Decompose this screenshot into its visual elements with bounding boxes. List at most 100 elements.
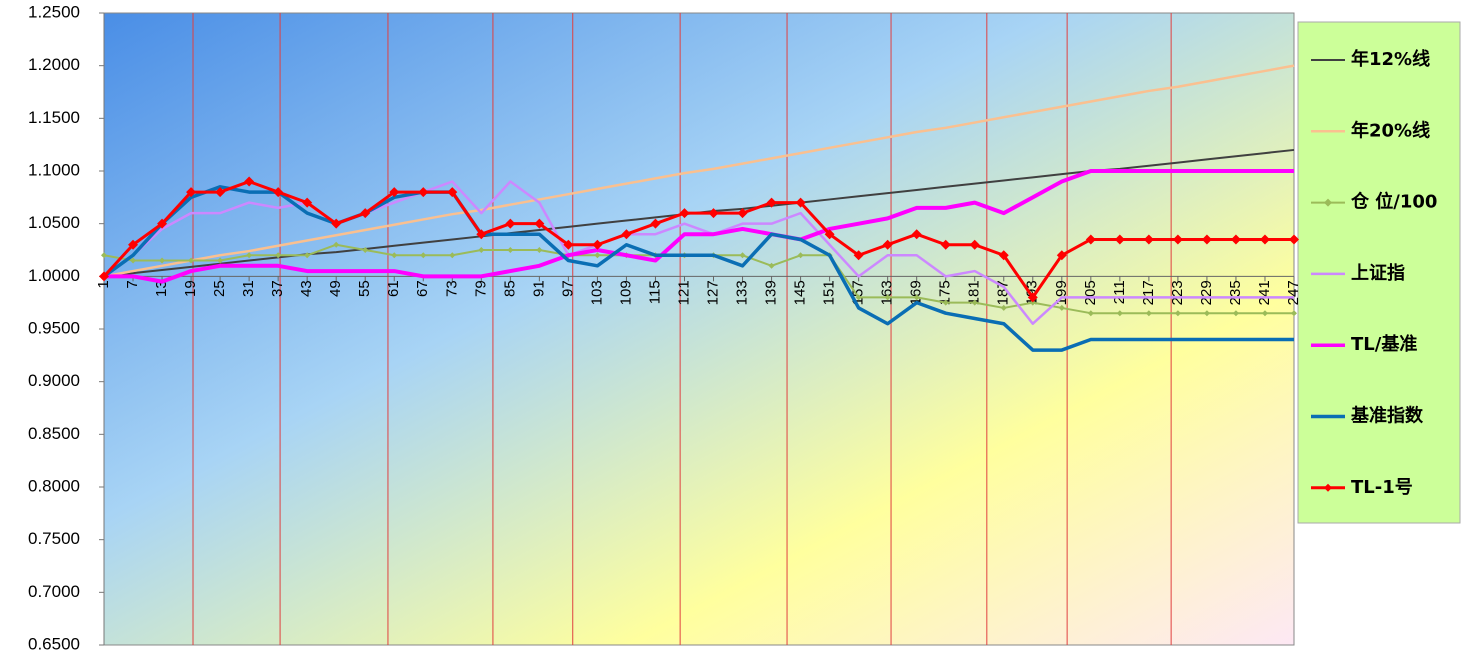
y-tick-label: 0.8500 <box>28 424 80 443</box>
series-line <box>103 180 1294 325</box>
x-tick-label: 37 <box>269 280 286 297</box>
y-tick-label: 1.2000 <box>28 55 80 74</box>
x-tick-label: 121 <box>675 280 692 305</box>
point-marker <box>360 208 371 219</box>
point-marker <box>824 229 835 240</box>
point-marker <box>1143 234 1154 245</box>
legend-label: 基准指数 <box>1350 405 1424 427</box>
x-tick-label: 229 <box>1198 280 1215 305</box>
point-marker <box>389 187 400 198</box>
point-marker <box>737 208 748 219</box>
x-tick-label: 169 <box>908 280 925 305</box>
x-tick-label: 115 <box>646 280 663 304</box>
point-marker <box>1116 310 1123 317</box>
point-marker <box>246 252 253 259</box>
x-tick-label: 217 <box>1140 280 1157 305</box>
x-tick-label: 73 <box>443 280 460 297</box>
y-tick-label: 1.0000 <box>28 266 80 285</box>
plot-area <box>103 12 1295 646</box>
legend-box <box>1297 21 1461 524</box>
point-marker <box>1085 234 1096 245</box>
point-marker <box>505 218 516 229</box>
x-tick-label: 205 <box>1082 280 1099 305</box>
point-marker <box>768 262 775 269</box>
y-tick-label: 1.1000 <box>28 160 80 179</box>
x-tick-label: 43 <box>298 280 315 297</box>
x-tick-label: 13 <box>153 280 170 297</box>
point-marker <box>188 257 195 264</box>
point-marker <box>913 294 920 301</box>
series-line <box>103 64 1295 278</box>
point-marker <box>476 229 487 240</box>
legend-label: TL-1号 <box>1351 477 1413 498</box>
point-marker <box>1203 310 1210 317</box>
point-marker <box>333 241 340 248</box>
point-marker <box>882 239 893 250</box>
point-marker <box>797 252 804 259</box>
chart-layer: 0.6500 0.7000 0.7500 0.8000 0.8500 0.9000 0.95… <box>28 2 1437 653</box>
point-marker <box>884 294 891 301</box>
point-marker <box>594 252 601 259</box>
point-marker <box>478 247 485 253</box>
point-marker <box>940 239 951 250</box>
x-tick-label: 19 <box>182 280 199 297</box>
point-marker <box>1056 250 1067 261</box>
x-tick-label: 67 <box>414 280 431 297</box>
x-tick-label: 163 <box>879 280 896 305</box>
legend-label: TL/基准 <box>1351 333 1417 355</box>
point-marker <box>1289 234 1299 245</box>
point-marker <box>186 187 197 198</box>
x-tick-label: 55 <box>356 280 373 297</box>
point-marker <box>273 187 284 198</box>
point-marker <box>621 229 632 240</box>
y-tick-label: 0.8000 <box>28 476 80 495</box>
point-marker <box>418 187 429 198</box>
point-marker <box>650 218 661 229</box>
x-tick-label: 139 <box>763 280 780 305</box>
x-tick-label: 223 <box>1169 280 1186 305</box>
x-tick-label: 103 <box>588 280 605 305</box>
x-tick-label: 1 <box>95 280 112 288</box>
x-tick-label: 145 <box>792 280 809 305</box>
x-tick-label: 127 <box>704 280 721 305</box>
series-line <box>104 169 1294 284</box>
point-marker <box>362 247 369 253</box>
legend-marker <box>1324 483 1332 492</box>
point-marker <box>447 187 458 198</box>
point-marker <box>942 299 949 306</box>
point-marker <box>391 252 398 259</box>
legend-marker <box>1324 198 1332 207</box>
point-marker <box>971 299 978 306</box>
point-marker <box>420 252 427 259</box>
x-tick-label: 61 <box>385 280 402 297</box>
legend-label: 上证指 <box>1351 262 1405 284</box>
point-marker <box>739 252 746 259</box>
point-marker <box>215 187 226 198</box>
y-tick-label: 1.2500 <box>28 2 80 21</box>
point-marker <box>998 250 1009 261</box>
point-marker <box>1174 310 1181 317</box>
y-tick-label: 0.9000 <box>28 371 80 390</box>
x-tick-label: 97 <box>559 280 576 297</box>
point-marker <box>1232 310 1239 317</box>
x-tick-label: 199 <box>1053 280 1070 305</box>
point-marker <box>708 208 719 219</box>
point-marker <box>1000 304 1007 311</box>
point-marker <box>128 239 139 250</box>
x-tick-label: 175 <box>937 280 954 305</box>
x-tick-label: 211 <box>1111 280 1128 304</box>
x-tick-label: 79 <box>472 280 489 297</box>
point-marker <box>1114 234 1125 245</box>
point-marker <box>534 218 545 229</box>
x-tick-label: 7 <box>124 280 141 288</box>
point-marker <box>157 218 168 229</box>
point-marker <box>592 239 603 250</box>
point-marker <box>507 247 514 253</box>
point-marker <box>911 229 922 240</box>
point-marker <box>1291 310 1297 317</box>
point-marker <box>1145 310 1152 317</box>
point-marker <box>563 239 574 250</box>
point-marker <box>536 247 543 253</box>
y-tick-label: 0.7500 <box>28 529 80 548</box>
